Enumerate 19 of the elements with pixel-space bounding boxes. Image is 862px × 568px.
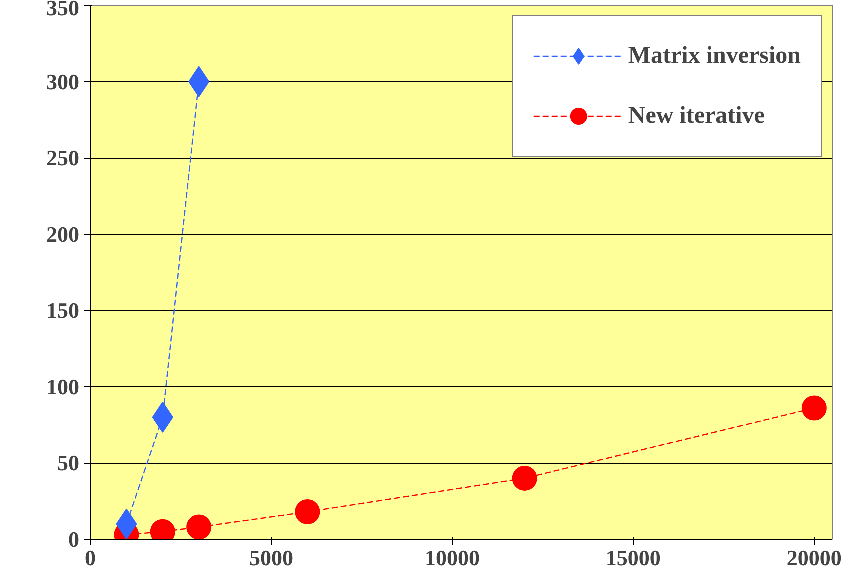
point	[295, 500, 320, 525]
x-tick-label: 20000	[786, 546, 842, 568]
y-tick-label: 250	[46, 146, 80, 171]
x-tick-label: 0	[85, 546, 96, 568]
x-tick-label: 5000	[249, 546, 294, 568]
y-tick-label: 350	[46, 0, 80, 20]
point	[802, 396, 827, 421]
y-tick-label: 300	[46, 69, 80, 94]
legend-label: Matrix inversion	[628, 42, 801, 70]
y-tick-label: 0	[68, 527, 80, 552]
legend-label: New iterative	[628, 102, 765, 130]
y-tick-label: 200	[46, 222, 80, 247]
x-tick-label: 15000	[606, 546, 661, 568]
point	[512, 466, 538, 491]
y-tick-label: 50	[58, 450, 80, 476]
point	[186, 514, 212, 540]
x-tick-label: 10000	[424, 546, 480, 568]
y-tick-label: 150	[46, 298, 80, 324]
y-tick-label: 100	[46, 374, 80, 400]
